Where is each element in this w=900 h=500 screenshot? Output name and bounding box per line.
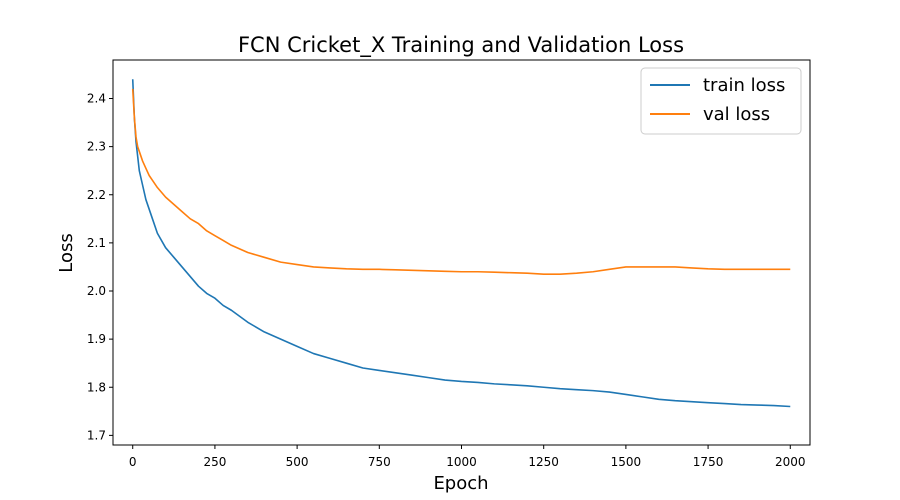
x-tick-label: 1000 (446, 455, 477, 469)
x-tick-label: 2000 (775, 455, 806, 469)
y-tick-label: 2.3 (87, 140, 106, 154)
legend: train loss val loss (640, 67, 802, 135)
x-tick-label: 1500 (611, 455, 642, 469)
legend-label-train: train loss (703, 75, 785, 96)
val-loss-line (131, 88, 791, 275)
chart-title: FCN Cricket_X Training and Validation Lo… (238, 33, 684, 58)
x-axis: 0 250 500 750 1000 1250 1500 1750 2000 (129, 445, 806, 469)
y-tick-label: 1.9 (87, 332, 106, 346)
x-axis-label: Epoch (433, 473, 488, 494)
x-tick-label: 750 (368, 455, 391, 469)
y-axis: 1.7 1.8 1.9 2.0 2.1 2.2 2.3 2.4 (87, 92, 113, 442)
y-tick-label: 2.4 (87, 92, 106, 106)
x-tick-label: 500 (286, 455, 309, 469)
x-tick-label: 0 (129, 455, 137, 469)
y-tick-label: 2.1 (87, 236, 106, 250)
legend-label-val: val loss (703, 104, 770, 125)
y-tick-label: 2.2 (87, 188, 106, 202)
y-tick-label: 1.7 (87, 428, 106, 442)
train-loss-line (131, 79, 791, 408)
x-tick-label: 1250 (528, 455, 559, 469)
y-tick-label: 1.8 (87, 380, 106, 394)
x-tick-label: 1750 (693, 455, 724, 469)
y-axis-label: Loss (56, 233, 77, 272)
x-tick-label: 250 (203, 455, 226, 469)
series-layer (131, 79, 791, 408)
y-tick-label: 2.0 (87, 284, 106, 298)
